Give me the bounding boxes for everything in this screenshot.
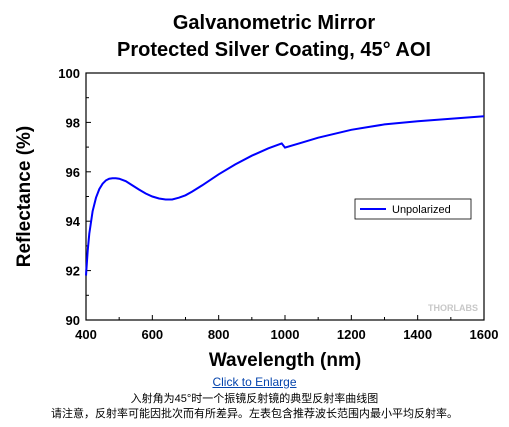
y-tick-label: 100 [58, 66, 80, 81]
x-tick-label: 1600 [470, 327, 499, 342]
x-tick-label: 800 [208, 327, 230, 342]
x-tick-label: 600 [141, 327, 163, 342]
chart-subtitle: Protected Silver Coating, 45° AOI [117, 39, 431, 61]
x-tick-label: 1000 [271, 327, 300, 342]
enlarge-link[interactable]: Click to Enlarge [212, 375, 297, 389]
x-tick-label: 1400 [403, 327, 432, 342]
caption-line-1: 入射角为45°时一个振镜反射镜的典型反射率曲线图 [130, 393, 379, 405]
plot-area [85, 72, 485, 321]
x-tick-label: 400 [75, 327, 97, 342]
y-tick-label: 90 [66, 313, 80, 328]
y-tick-label: 92 [66, 264, 80, 279]
x-tick-label: 1200 [337, 327, 366, 342]
x-axis-ticks: 400 600 800 1000 1200 1400 1600 [75, 315, 498, 342]
y-tick-label: 98 [66, 115, 80, 130]
legend: Unpolarized [354, 198, 472, 220]
reflectance-chart: Galvanometric Mirror Protected Silver Co… [14, 12, 498, 371]
caption-line-2: 请注意，反射率可能因批次而有所差异。左表包含推荐波长范围内最小平均反射率。 [51, 408, 458, 420]
y-axis-label: Reflectance (%) [14, 126, 35, 268]
thorlabs-watermark: THORLABS [428, 303, 478, 313]
y-axis-ticks: 90 92 94 96 98 100 [58, 66, 91, 328]
legend-box [354, 198, 472, 220]
y-tick-label: 96 [66, 165, 80, 180]
legend-label-unpolarized: Unpolarized [392, 204, 451, 216]
y-tick-label: 94 [66, 214, 81, 229]
x-axis-label: Wavelength (nm) [209, 350, 361, 371]
chart-title: Galvanometric Mirror [173, 12, 376, 34]
series-line-unpolarized [85, 115, 485, 276]
